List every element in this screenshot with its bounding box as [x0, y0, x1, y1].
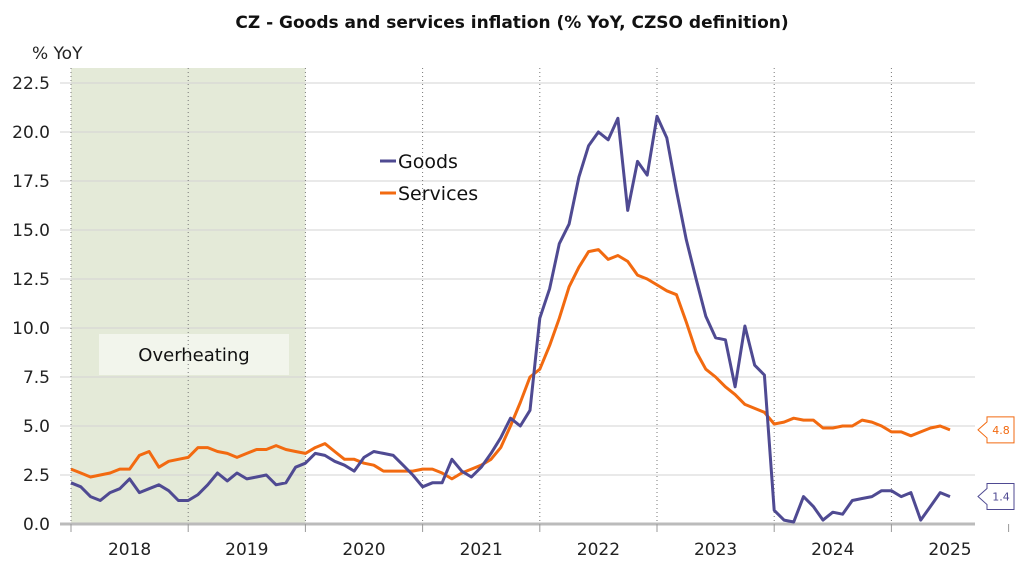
x-tick-label: 2025 — [928, 540, 971, 560]
x-tick-label: 2024 — [811, 540, 854, 560]
overheating-label: Overheating — [138, 345, 249, 366]
end-label-box-services — [977, 416, 1015, 444]
legend-label-goods: Goods — [398, 151, 458, 173]
y-tick-label: 17.5 — [12, 172, 50, 192]
y-tick-label: 20.0 — [12, 123, 50, 143]
x-tick-label: 2020 — [342, 540, 385, 560]
chart-title: CZ - Goods and services inflation (% YoY… — [235, 13, 788, 33]
y-tick-label: 15.0 — [12, 221, 50, 241]
y-tick-label: 7.5 — [23, 368, 50, 388]
x-tick-label: 2019 — [225, 540, 268, 560]
y-tick-label: 2.5 — [23, 466, 50, 486]
end-label-box-goods — [977, 483, 1015, 511]
y-tick-label: 12.5 — [12, 270, 50, 290]
y-tick-label: 0.0 — [23, 515, 50, 535]
end-label-services: 4.8 — [992, 424, 1010, 437]
y-tick-label: 10.0 — [12, 319, 50, 339]
x-tick-label: 2021 — [460, 540, 503, 560]
end-label-goods: 1.4 — [992, 491, 1010, 504]
x-tick-label: 2018 — [108, 540, 151, 560]
series-line-services — [70, 248, 951, 481]
y-axis-label: % YoY — [32, 44, 83, 64]
x-tick-label: 2022 — [577, 540, 620, 560]
y-tick-label: 22.5 — [12, 74, 50, 94]
y-tick-label: 5.0 — [23, 417, 50, 437]
legend-label-services: Services — [398, 183, 478, 205]
overheating-label-box — [99, 334, 289, 375]
x-tick-label: 2023 — [694, 540, 737, 560]
series-line-goods — [70, 114, 951, 524]
